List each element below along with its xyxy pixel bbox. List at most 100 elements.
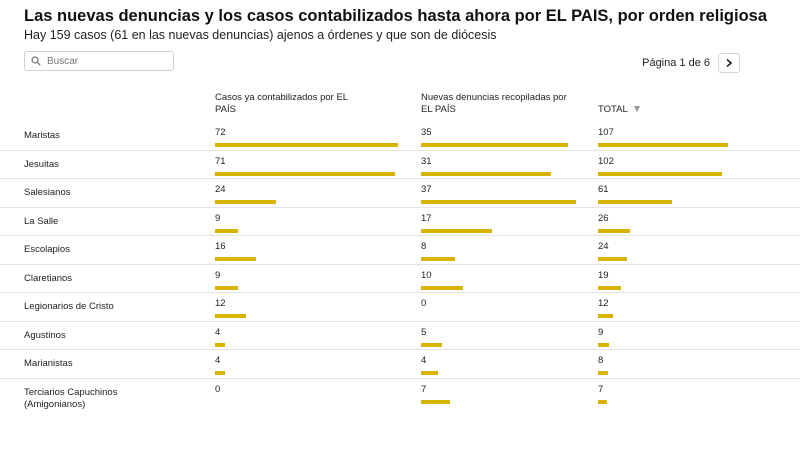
cell-contabilizados: 0 — [215, 384, 220, 396]
pagination: Página 1 de 6 — [642, 53, 740, 73]
value-label: 7 — [421, 383, 427, 395]
table-row: Agustinos 4 5 9 — [0, 322, 800, 350]
next-page-button[interactable] — [718, 53, 740, 73]
page-indicator: Página 1 de 6 — [642, 57, 710, 69]
cell-contabilizados: 9 — [215, 269, 238, 290]
bar-nuevas — [421, 371, 438, 375]
table-row: Marianistas 4 4 8 — [0, 350, 800, 379]
cell-total: 9 — [598, 326, 609, 347]
cell-total: 19 — [598, 269, 622, 290]
table-row: La Salle 9 17 26 — [0, 208, 800, 236]
value-label: 4 — [421, 355, 427, 366]
table-row: Jesuitas 71 31 102 — [0, 151, 800, 179]
search-icon — [31, 56, 41, 66]
row-label: Claretianos — [24, 272, 73, 284]
bar-total — [598, 314, 613, 318]
cell-total: 26 — [598, 213, 630, 233]
value-label: 10 — [421, 269, 432, 281]
bar-contabilizados — [215, 285, 238, 290]
value-label: 9 — [215, 212, 221, 224]
bar-contabilizados — [215, 314, 246, 318]
value-label: 4 — [215, 355, 221, 366]
cell-total: 7 — [598, 384, 607, 404]
bar-total — [598, 257, 628, 261]
bar-total — [598, 285, 622, 290]
cell-total: 102 — [598, 155, 722, 176]
value-label: 5 — [421, 326, 427, 338]
cell-nuevas: 37 — [421, 184, 576, 204]
table-row: Legionarios de Cristo 12 0 12 — [0, 293, 800, 322]
search-box[interactable] — [24, 51, 174, 71]
value-label: 0 — [215, 383, 221, 395]
value-label: 16 — [215, 241, 226, 252]
bar-total — [598, 200, 673, 204]
bar-total — [598, 143, 728, 147]
table-row: Claretianos 9 10 19 — [0, 265, 800, 293]
bar-contabilizados — [215, 228, 238, 233]
row-label: Agustinos — [24, 329, 66, 341]
column-header-nuevas[interactable]: Nuevas denuncias recopiladas por EL PAÍS — [421, 92, 567, 115]
column-header-total[interactable]: TOTAL — [598, 104, 748, 116]
cell-contabilizados: 4 — [215, 326, 226, 347]
bar-contabilizados — [215, 143, 398, 147]
cell-nuevas: 8 — [421, 241, 455, 261]
row-label: Marianistas — [24, 358, 73, 369]
bar-total — [598, 399, 607, 404]
cell-total: 12 — [598, 298, 613, 318]
column-header-total-label: TOTAL — [598, 104, 628, 115]
cell-nuevas: 17 — [421, 212, 493, 233]
cell-contabilizados: 4 — [215, 355, 226, 375]
value-label: 9 — [215, 269, 221, 281]
bar-nuevas — [421, 342, 442, 347]
value-label: 102 — [598, 155, 614, 167]
value-label: 19 — [598, 269, 609, 281]
value-label: 12 — [598, 298, 609, 309]
bar-total — [598, 342, 609, 347]
value-label: 37 — [421, 184, 432, 195]
cell-contabilizados: 72 — [215, 127, 398, 147]
value-label: 12 — [215, 298, 226, 309]
value-label: 71 — [215, 155, 226, 167]
cell-total: 24 — [598, 241, 628, 261]
search-input[interactable] — [47, 55, 167, 67]
bar-contabilizados — [215, 257, 256, 261]
row-label: Maristas — [24, 130, 60, 141]
row-label: Legionarios de Cristo — [24, 301, 114, 312]
bar-contabilizados — [215, 371, 226, 375]
bar-nuevas — [421, 143, 568, 147]
column-header-contabilizados[interactable]: Casos ya contabilizados por EL PAÍS — [215, 92, 348, 115]
cell-nuevas: 4 — [421, 355, 438, 375]
cell-nuevas: 7 — [421, 383, 451, 404]
cell-contabilizados: 12 — [215, 298, 246, 318]
table-row: Salesianos 24 37 61 — [0, 179, 800, 208]
chevron-right-icon — [726, 58, 733, 68]
value-label: 35 — [421, 127, 432, 138]
value-label: 24 — [215, 184, 226, 195]
row-label: La Salle — [24, 215, 59, 227]
bar-nuevas — [421, 399, 451, 404]
cell-nuevas: 31 — [421, 155, 551, 176]
value-label: 9 — [598, 326, 604, 338]
cell-total: 61 — [598, 184, 673, 204]
bar-total — [598, 371, 608, 375]
value-label: 4 — [215, 326, 221, 338]
row-label: Jesuitas — [24, 158, 59, 170]
cell-contabilizados: 24 — [215, 184, 276, 204]
value-label: 8 — [421, 241, 427, 252]
bar-nuevas — [421, 200, 576, 204]
bar-nuevas — [421, 228, 493, 233]
bar-nuevas — [421, 257, 455, 261]
value-label: 72 — [215, 127, 226, 138]
value-label: 31 — [421, 155, 432, 167]
bar-nuevas — [421, 171, 551, 176]
cell-total: 107 — [598, 127, 728, 147]
bar-contabilizados — [215, 171, 396, 176]
sort-desc-icon — [633, 106, 640, 113]
cell-contabilizados: 16 — [215, 241, 256, 261]
table-body: Maristas 72 35 107 Jesuitas 71 31 102 Salesianos… — [0, 122, 800, 411]
value-label: 17 — [421, 212, 432, 224]
bar-total — [598, 228, 630, 233]
cell-nuevas: 10 — [421, 269, 463, 290]
cell-contabilizados: 71 — [215, 155, 396, 176]
bar-total — [598, 171, 722, 176]
